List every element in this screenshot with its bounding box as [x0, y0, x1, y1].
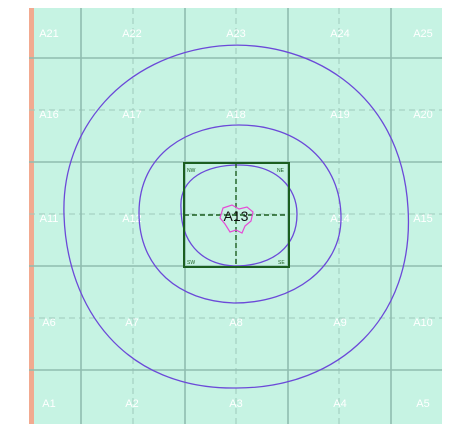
corner-label-se: SE: [278, 260, 285, 266]
cell-label-a13: A13: [224, 208, 249, 224]
cell-label-a11: A11: [40, 213, 59, 225]
cell-label-a2: A2: [125, 398, 138, 410]
contour-middle: [138, 124, 342, 304]
cell-label-a4: A4: [333, 398, 346, 410]
corner-label-nw: NW: [187, 168, 196, 174]
left-edge-strip: [29, 8, 34, 424]
contour-lines: [63, 44, 410, 389]
contour-outer: [63, 44, 410, 389]
cell-label-a12: A12: [122, 213, 142, 225]
grid-cell-labels: A21 A22 A23 A24 A25 A16 A17 A18 A19 A20 …: [39, 28, 433, 410]
cell-label-a8: A8: [229, 317, 242, 329]
cell-label-a1: A1: [42, 398, 55, 410]
cell-label-a10: A10: [413, 317, 433, 329]
cell-label-a9: A9: [333, 317, 346, 329]
cell-label-a25: A25: [413, 28, 433, 40]
cell-label-a17: A17: [122, 109, 142, 121]
cell-label-a21: A21: [39, 28, 59, 40]
center-area-shape: [219, 204, 254, 234]
cell-label-a22: A22: [122, 28, 142, 40]
cell-label-a15: A15: [413, 213, 433, 225]
cell-label-a18: A18: [226, 109, 246, 121]
cell-label-a19: A19: [330, 109, 350, 121]
contour-inner: [180, 164, 298, 267]
cell-label-a5: A5: [416, 398, 429, 410]
corner-label-sw: SW: [187, 260, 195, 266]
grid-map[interactable]: A21 A22 A23 A24 A25 A16 A17 A18 A19 A20 …: [29, 8, 442, 424]
cell-label-a24: A24: [330, 28, 350, 40]
corner-label-ne: NE: [277, 168, 285, 174]
cell-label-a16: A16: [39, 109, 59, 121]
cell-label-a7: A7: [125, 317, 138, 329]
cell-label-a23: A23: [226, 28, 246, 40]
cell-label-a6: A6: [42, 317, 55, 329]
cell-label-a14: A14: [330, 213, 350, 225]
minor-dashed-lines: [29, 8, 442, 424]
cell-label-a3: A3: [229, 398, 242, 410]
focus-box-crosshair: [184, 163, 289, 267]
cell-label-a20: A20: [413, 109, 433, 121]
